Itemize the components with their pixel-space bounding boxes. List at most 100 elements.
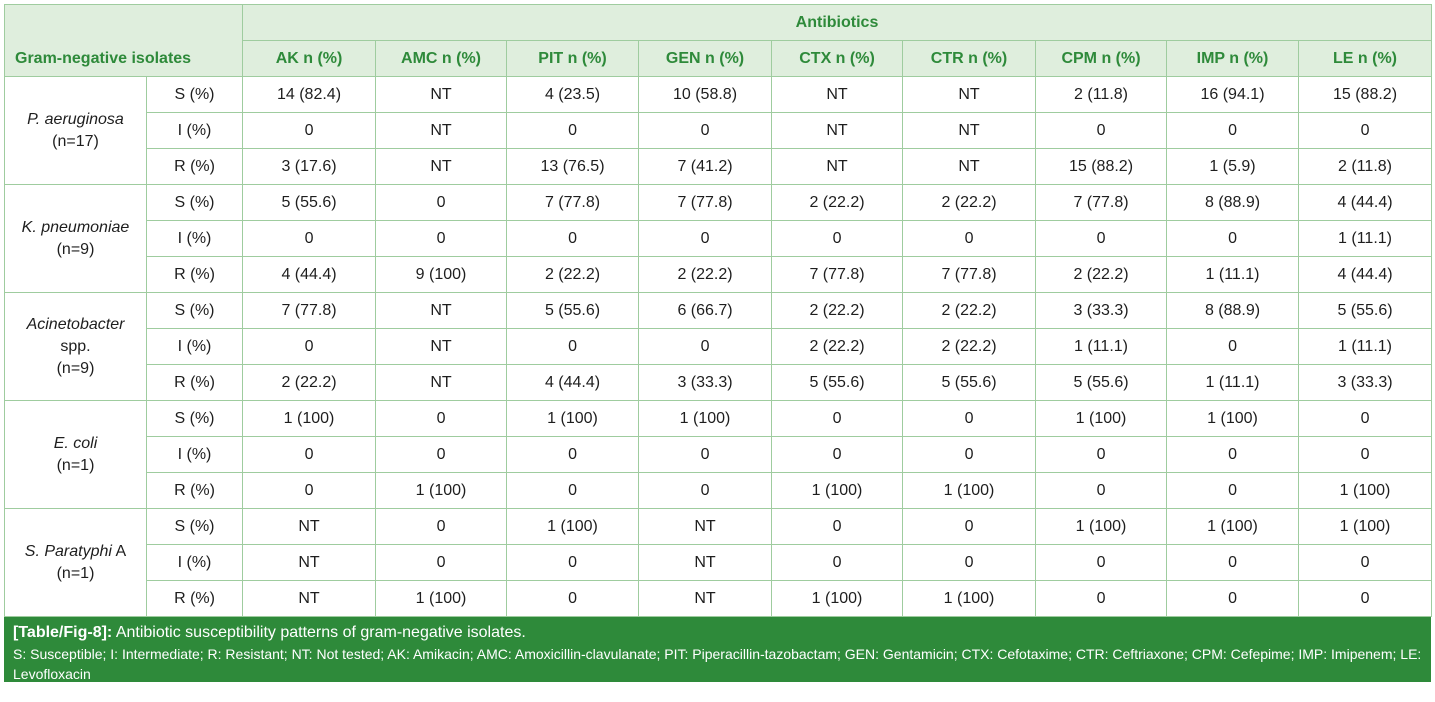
value-cell: 7 (41.2): [638, 148, 773, 185]
value-cell: 2 (22.2): [1035, 256, 1168, 293]
value-cell: 0: [638, 436, 773, 473]
value-cell: 0: [375, 508, 508, 545]
organism-cell: P. aeruginosa (n=17): [4, 76, 147, 185]
organism-name: E. coli: [53, 434, 98, 452]
value-cell: 0: [375, 436, 508, 473]
value-cell: 2 (22.2): [902, 292, 1037, 329]
value-cell: 1 (100): [902, 472, 1037, 509]
value-cell: 16 (94.1): [1166, 76, 1300, 113]
value-cell: 1 (100): [375, 472, 508, 509]
value-cell: 4 (44.4): [1298, 256, 1433, 293]
value-cell: 0: [242, 220, 377, 257]
value-cell: NT: [375, 328, 508, 365]
value-cell: 4 (44.4): [1298, 184, 1433, 221]
value-cell: 0: [242, 112, 377, 149]
value-cell: 2 (22.2): [902, 184, 1037, 221]
value-cell: 10 (58.8): [638, 76, 773, 113]
column-header: CTX n (%): [771, 40, 904, 77]
value-cell: 1 (100): [902, 580, 1037, 617]
organism-name: Acinetobacter: [26, 315, 125, 333]
table-row: K. pneumoniae (n=9) S (%) 5 (55.6) 0 7 (77.8)…: [4, 184, 1433, 293]
value-cell: 0: [638, 472, 773, 509]
value-cell: 0: [1166, 544, 1300, 581]
table-row: I (%) 0 NT 0 0 2 (22.2) 2 (22.2) 1 (11.1) 0 1 (11…: [5, 328, 1433, 365]
organism-name: K. pneumoniae: [21, 218, 130, 236]
value-cell: 1 (100): [1166, 508, 1300, 545]
value-cell: 1 (11.1): [1166, 256, 1300, 293]
value-cell: NT: [375, 112, 508, 149]
category-cell: R (%): [145, 364, 244, 401]
caption-abbreviations: S: Susceptible; I: Intermediate; R: Resi…: [13, 646, 1422, 682]
susceptibility-table-figure: Gram-negative isolates Antibiotics AK n …: [3, 4, 1433, 682]
value-cell: 0: [375, 544, 508, 581]
value-cell: 7 (77.8): [638, 184, 773, 221]
caption-label: [Table/Fig-8]:: [13, 624, 113, 641]
value-cell: 0: [506, 220, 640, 257]
value-cell: 3 (17.6): [242, 148, 377, 185]
value-cell: 6 (66.7): [638, 292, 773, 329]
table-row: P. aeruginosa (n=17) S (%) 14 (82.4) NT 4 (23…: [4, 76, 1433, 185]
value-cell: 0: [506, 436, 640, 473]
table-row: E. coli (n=1) S (%) 1 (100) 0 1 (100) 1 (100) 0…: [4, 400, 1433, 509]
value-cell: 1 (100): [638, 400, 773, 437]
value-cell: NT: [242, 580, 377, 617]
table-row: I (%) NT 0 0 NT 0 0 0 0 0: [5, 544, 1433, 581]
value-cell: 5 (55.6): [1298, 292, 1433, 329]
value-cell: 5 (55.6): [506, 292, 640, 329]
value-cell: 0: [771, 508, 904, 545]
value-cell: 0: [1298, 580, 1433, 617]
organism-count: (n=1): [56, 564, 95, 582]
value-cell: 1 (11.1): [1298, 328, 1433, 365]
value-cell: 2 (22.2): [771, 328, 904, 365]
value-cell: 1 (100): [1298, 508, 1433, 545]
value-cell: 9 (100): [375, 256, 508, 293]
value-cell: 1 (100): [242, 400, 377, 437]
value-cell: 0: [1298, 400, 1433, 437]
value-cell: 3 (33.3): [638, 364, 773, 401]
value-cell: 1 (100): [771, 580, 904, 617]
value-cell: NT: [375, 148, 508, 185]
value-cell: NT: [902, 112, 1037, 149]
value-cell: 0: [1035, 580, 1168, 617]
value-cell: 0: [902, 220, 1037, 257]
value-cell: 0: [1298, 112, 1433, 149]
value-cell: 0: [771, 400, 904, 437]
value-cell: 3 (33.3): [1035, 292, 1168, 329]
table-row: I (%) 0 0 0 0 0 0 0 0 1 (11.1): [5, 220, 1433, 257]
organism-cell: E. coli (n=1): [4, 400, 147, 509]
organism-cell: K. pneumoniae (n=9): [4, 184, 147, 293]
table-caption: [Table/Fig-8]: Antibiotic susceptibility…: [4, 617, 1431, 682]
value-cell: 7 (77.8): [771, 256, 904, 293]
value-cell: 0: [506, 112, 640, 149]
organism-name: S. Paratyphi: [24, 542, 112, 560]
value-cell: 0: [1035, 436, 1168, 473]
antibiotics-group-header: Antibiotics: [242, 4, 1433, 41]
value-cell: 0: [771, 436, 904, 473]
category-cell: I (%): [145, 220, 244, 257]
value-cell: 1 (5.9): [1166, 148, 1300, 185]
value-cell: NT: [375, 292, 508, 329]
value-cell: 3 (33.3): [1298, 364, 1433, 401]
organism-name-suffix: spp.: [60, 337, 91, 355]
value-cell: 0: [902, 508, 1037, 545]
value-cell: 13 (76.5): [506, 148, 640, 185]
category-cell: R (%): [145, 256, 244, 293]
organism-cell: S. Paratyphi A (n=1): [4, 508, 147, 617]
value-cell: NT: [638, 580, 773, 617]
isolates-header: Gram-negative isolates: [3, 4, 244, 77]
category-cell: S (%): [145, 292, 244, 329]
value-cell: 2 (11.8): [1298, 148, 1433, 185]
column-header: LE n (%): [1298, 40, 1433, 77]
value-cell: NT: [771, 148, 904, 185]
value-cell: 0: [638, 112, 773, 149]
column-header: GEN n (%): [638, 40, 773, 77]
value-cell: 1 (100): [1035, 508, 1168, 545]
table-row: R (%) 2 (22.2) NT 4 (44.4) 3 (33.3) 5 (55.6) 5…: [5, 364, 1433, 401]
value-cell: 0: [638, 220, 773, 257]
category-cell: S (%): [145, 76, 244, 113]
organism-count: (n=17): [52, 132, 99, 150]
value-cell: NT: [902, 76, 1037, 113]
table-row: I (%) 0 NT 0 0 NT NT 0 0 0: [5, 112, 1433, 149]
value-cell: 0: [902, 544, 1037, 581]
value-cell: 15 (88.2): [1298, 76, 1433, 113]
